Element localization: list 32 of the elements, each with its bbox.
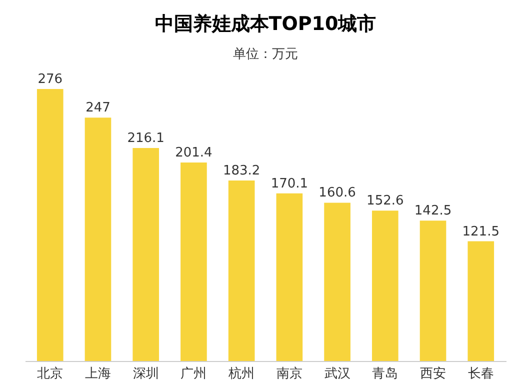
x-tick-label: 上海: [84, 366, 111, 382]
x-tick-label: 杭州: [228, 366, 255, 382]
data-label: 183.2: [222, 163, 260, 178]
x-tick-label: 武汉: [324, 366, 350, 382]
data-label: 121.5: [462, 224, 500, 240]
chart-title: 中国养娃成本TOP10城市: [154, 13, 376, 35]
chart-subtitle: 单位：万元: [233, 47, 298, 62]
x-tick-label: 青岛: [372, 366, 398, 382]
bar: [84, 118, 112, 361]
bar: [420, 220, 446, 361]
data-label: 276: [38, 72, 63, 87]
x-tick-label: 北京: [37, 366, 64, 382]
data-label: 152.6: [366, 194, 404, 209]
data-label: 160.6: [318, 186, 356, 201]
data-label: 247: [86, 100, 110, 116]
bar: [372, 210, 398, 361]
x-tick-label: 广州: [180, 366, 207, 382]
bar: [180, 162, 207, 361]
data-label: 170.1: [270, 176, 308, 192]
data-label: 201.4: [175, 146, 212, 161]
x-tick-label: 深圳: [132, 366, 159, 382]
bar: [132, 148, 160, 361]
x-tick-label: 西安: [420, 366, 446, 382]
bar: [228, 180, 255, 361]
data-label: 142.5: [414, 204, 452, 219]
x-tick-label: 南京: [276, 366, 302, 382]
x-tick-label: 长春: [468, 366, 494, 382]
bar: [276, 193, 303, 361]
bar: [324, 202, 350, 361]
bar: [36, 89, 64, 361]
data-label: 216.1: [127, 131, 164, 146]
bar: [468, 241, 494, 361]
